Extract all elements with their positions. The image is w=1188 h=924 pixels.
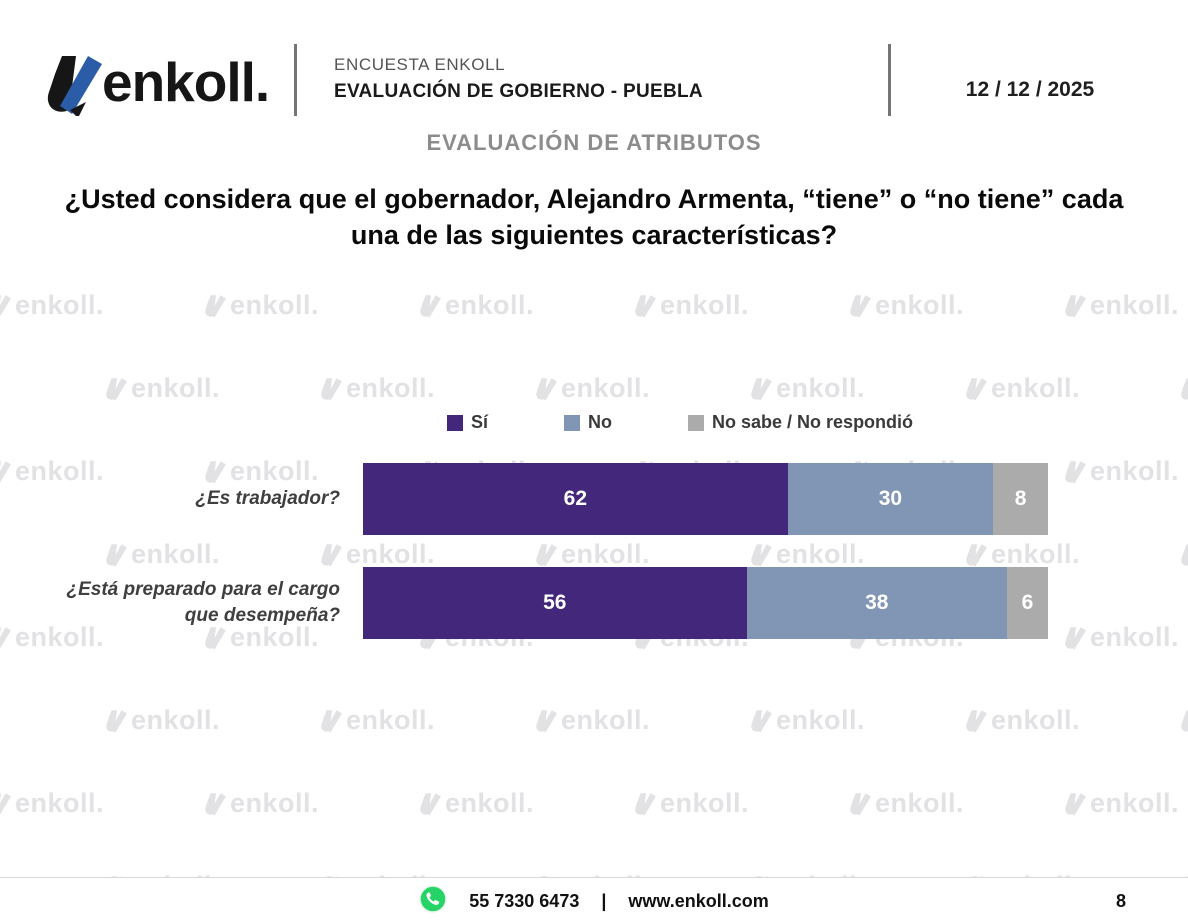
chart-rows: ¿Es trabajador? 62 30 8 ¿Está preparado para… [0,463,1188,671]
logo-text: enkoll. [102,51,270,113]
question-title: ¿Usted considera que el gobernador, Alej… [64,184,1124,250]
enkoll-logo-icon [42,52,110,121]
header-divider-right [888,44,891,116]
header-divider-left [294,44,297,116]
legend-label: No [588,412,613,432]
legend-swatch [564,414,581,431]
bar-row: ¿Es trabajador? 62 30 8 [0,463,1188,535]
footer-phone: 55 7330 6473 [469,890,580,911]
bar-segment: 30 [787,463,994,535]
bar-value: 6 [1021,591,1034,614]
survey-title: EVALUACIÓN DE GOBIERNO - PUEBLA [334,81,703,102]
legend-swatch [688,414,705,431]
bar-category-label: ¿Está preparado para el cargo que desemp… [66,579,341,626]
bar-category-label: ¿Es trabajador? [195,488,340,510]
bar-track: 62 30 8 [363,463,1048,535]
bar-segment: 62 [363,463,788,535]
page-number: 8 [1115,891,1126,911]
bar-segment: 6 [1006,567,1048,639]
bar-track: 56 38 6 [363,567,1048,639]
bar-value: 8 [1014,487,1027,510]
bar-value: 62 [563,487,588,510]
footer: 55 7330 6473 | www.enkoll.com [0,877,1188,924]
bar-value: 30 [878,487,903,510]
footer-website: www.enkoll.com [628,890,769,911]
bar-value: 56 [543,591,567,614]
legend-label: Sí [471,412,489,432]
legend-swatch [447,414,463,431]
report-date: 12 / 12 / 2025 [965,78,1095,101]
legend-item: Sí [447,412,488,433]
footer-separator: | [601,890,607,911]
bar-row: ¿Está preparado para el cargo que desemp… [0,567,1188,639]
bar-segment: 56 [363,567,747,639]
bar-value: 38 [865,591,889,614]
legend-label: No sabe / No respondió [712,412,914,432]
whatsapp-icon [419,884,447,918]
section-title: EVALUACIÓN DE ATRIBUTOS [426,130,762,155]
chart-legend: Sí No No sabe / No respondió [447,412,913,433]
bar-segment: 8 [993,463,1048,535]
legend-item: No [564,412,612,433]
bar-segment: 38 [746,567,1007,639]
enkoll-logo: enkoll. [42,51,270,121]
legend-item: No sabe / No respondió [688,412,913,433]
survey-label: ENCUESTA ENKOLL [334,55,506,74]
